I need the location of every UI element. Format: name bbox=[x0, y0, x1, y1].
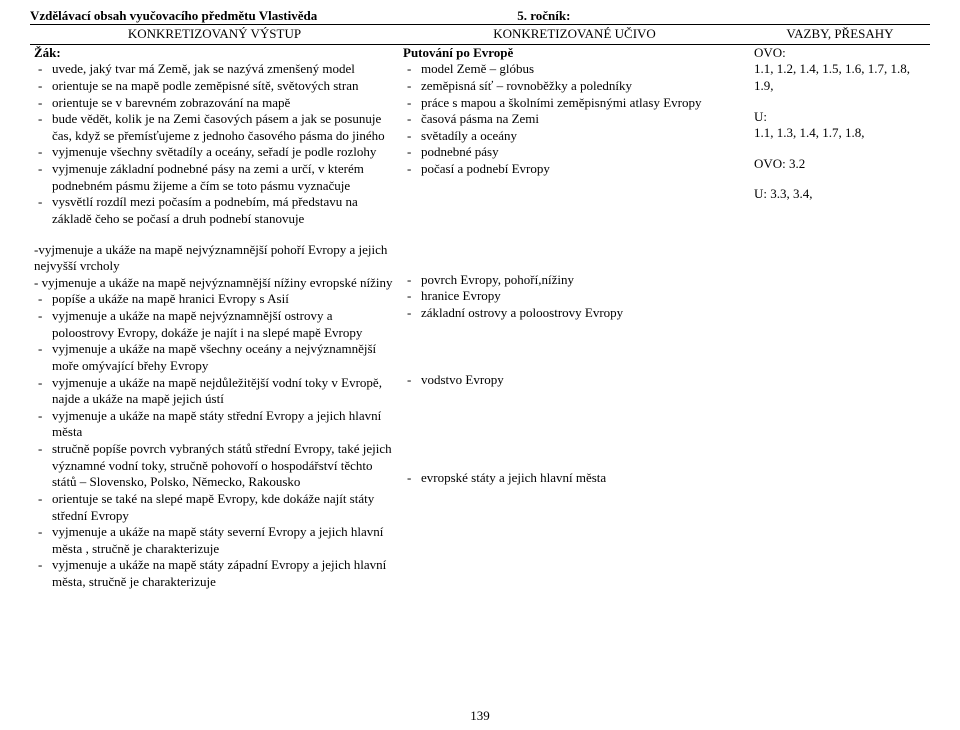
col1-block2: popíše a ukáže na mapě hranici Evropy s … bbox=[34, 291, 395, 590]
links-u-label: U: bbox=[754, 109, 926, 126]
table-row: Žák: uvede, jaký tvar má Země, jak se na… bbox=[30, 44, 930, 591]
list-item: vyjmenuje všechny světadíly a oceány, se… bbox=[34, 144, 395, 161]
list-item: základní ostrovy a poloostrovy Evropy bbox=[403, 305, 746, 322]
list-item: vyjmenuje a ukáže na mapě státy střední … bbox=[34, 408, 395, 441]
list-item: hranice Evropy bbox=[403, 288, 746, 305]
list-item: popíše a ukáže na mapě hranici Evropy s … bbox=[34, 291, 395, 308]
list-item: orientuje se také na slepé mapě Evropy, … bbox=[34, 491, 395, 524]
list-item: evropské státy a jejich hlavní města bbox=[403, 470, 746, 487]
curriculum-table: KONKRETIZOVANÝ VÝSTUP KONKRETIZOVANÉ UČI… bbox=[30, 24, 930, 591]
list-item: vysvětlí rozdíl mezi počasím a podnebím,… bbox=[34, 194, 395, 227]
col-header-3: VAZBY, PŘESAHY bbox=[750, 25, 930, 45]
list-item: vyjmenuje základní podnebné pásy na zemi… bbox=[34, 161, 395, 194]
list-item: počasí a podnebí Evropy bbox=[403, 161, 746, 178]
list-item: práce s mapou a školními zeměpisnými atl… bbox=[403, 95, 746, 112]
list-item: vodstvo Evropy bbox=[403, 372, 746, 389]
col3-cell: OVO: 1.1, 1.2, 1.4, 1.5, 1.6, 1.7, 1.8, … bbox=[750, 44, 930, 591]
list-item: orientuje se v barevném zobrazování na m… bbox=[34, 95, 395, 112]
spacer bbox=[754, 172, 926, 186]
table-header-row: KONKRETIZOVANÝ VÝSTUP KONKRETIZOVANÉ UČI… bbox=[30, 25, 930, 45]
title-right: 5. ročník: bbox=[517, 8, 570, 24]
list-item: vyjmenuje a ukáže na mapě nejdůležitější… bbox=[34, 375, 395, 408]
page: Vzdělávací obsah vyučovacího předmětu Vl… bbox=[0, 0, 960, 730]
list-item: orientuje se na mapě podle zeměpisné sít… bbox=[34, 78, 395, 95]
spacer bbox=[403, 388, 746, 470]
col2-block3: vodstvo Evropy bbox=[403, 372, 746, 389]
list-item: vyjmenuje a ukáže na mapě státy západní … bbox=[34, 557, 395, 590]
col2-block4: evropské státy a jejich hlavní města bbox=[403, 470, 746, 487]
title-left: Vzdělávací obsah vyučovacího předmětu Vl… bbox=[30, 8, 317, 24]
col1-block1: uvede, jaký tvar má Země, jak se nazývá … bbox=[34, 61, 395, 227]
list-item: časová pásma na Zemi bbox=[403, 111, 746, 128]
list-item: podnebné pásy bbox=[403, 144, 746, 161]
list-item: vyjmenuje a ukáže na mapě všechny oceány… bbox=[34, 341, 395, 374]
links-ovo-values: 1.1, 1.2, 1.4, 1.5, 1.6, 1.7, 1.8, 1.9, bbox=[754, 61, 926, 94]
list-item: uvede, jaký tvar má Země, jak se nazývá … bbox=[34, 61, 395, 78]
col2-cell: Putování po Evropě model Země – glóbus z… bbox=[399, 44, 750, 591]
list-item: bude vědět, kolik je na Zemi časových pá… bbox=[34, 111, 395, 144]
list-item: vyjmenuje a ukáže na mapě nejvýznamnější… bbox=[34, 308, 395, 341]
list-item: model Země – glóbus bbox=[403, 61, 746, 78]
pupil-label: Žák: bbox=[34, 45, 395, 62]
spacer bbox=[403, 178, 746, 272]
spacer bbox=[754, 95, 926, 109]
list-item: světadíly a oceány bbox=[403, 128, 746, 145]
title-row: Vzdělávací obsah vyučovacího předmětu Vl… bbox=[30, 8, 930, 24]
list-item: vyjmenuje a ukáže na mapě státy severní … bbox=[34, 524, 395, 557]
list-item: povrch Evropy, pohoří,nížiny bbox=[403, 272, 746, 289]
col2-heading1: Putování po Evropě bbox=[403, 45, 746, 62]
links-ovo-label: OVO: bbox=[754, 45, 926, 62]
links-ovo-3: OVO: 3.2 bbox=[754, 156, 926, 173]
col2-block2: povrch Evropy, pohoří,nížiny hranice Evr… bbox=[403, 272, 746, 322]
links-u-values: 1.1, 1.3, 1.4, 1.7, 1.8, bbox=[754, 125, 926, 142]
spacer bbox=[34, 228, 395, 242]
col-header-2: KONKRETIZOVANÉ UČIVO bbox=[399, 25, 750, 45]
spacer bbox=[754, 142, 926, 156]
col1-intro2a: -vyjmenuje a ukáže na mapě nejvýznamnějš… bbox=[34, 242, 395, 275]
list-item: zeměpisná síť – rovnoběžky a poledníky bbox=[403, 78, 746, 95]
links-u-3: U: 3.3, 3.4, bbox=[754, 186, 926, 203]
list-item: stručně popíše povrch vybraných států st… bbox=[34, 441, 395, 491]
spacer bbox=[403, 322, 746, 372]
col1-intro2b: - vyjmenuje a ukáže na mapě nejvýznamněj… bbox=[34, 275, 395, 292]
col2-block1: model Země – glóbus zeměpisná síť – rovn… bbox=[403, 61, 746, 177]
col-header-1: KONKRETIZOVANÝ VÝSTUP bbox=[30, 25, 399, 45]
col1-cell: Žák: uvede, jaký tvar má Země, jak se na… bbox=[30, 44, 399, 591]
page-number: 139 bbox=[0, 708, 960, 724]
